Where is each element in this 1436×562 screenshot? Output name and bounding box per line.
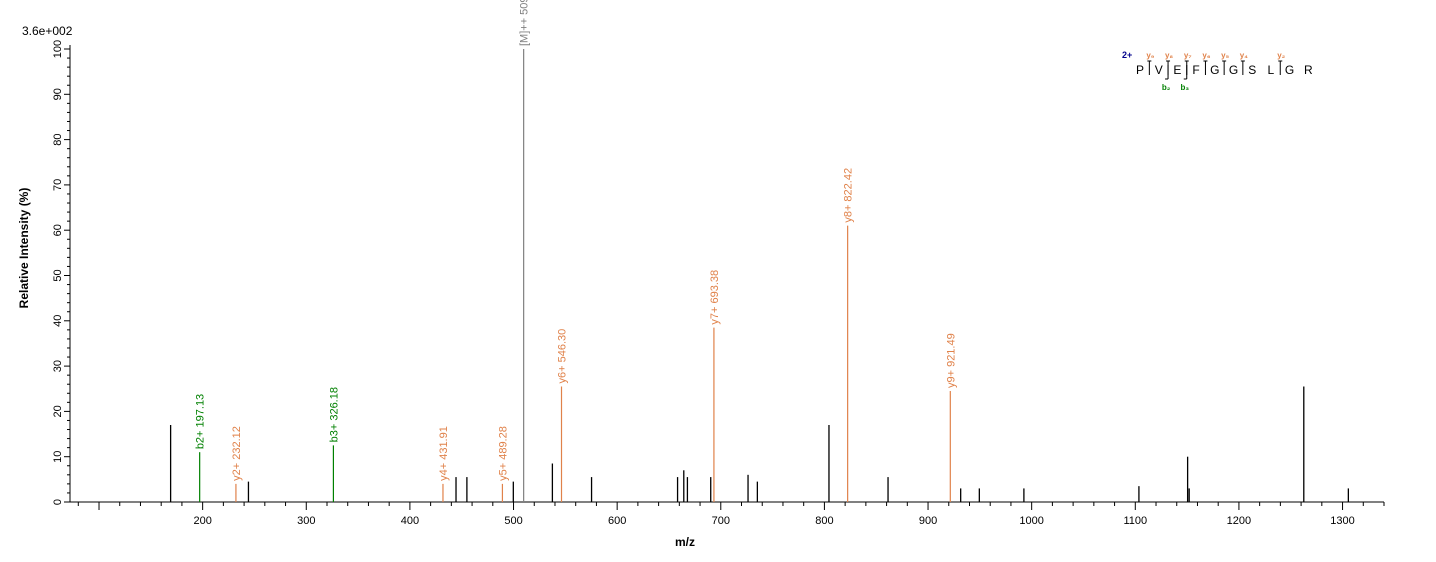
peak-label: b2+ 197.13 <box>195 394 207 449</box>
y-fragment-label: y₅ <box>1221 51 1229 60</box>
y-tick-label: 80 <box>52 133 64 145</box>
y-tick-label: 60 <box>52 224 64 236</box>
intensity-scale-label: 3.6e+002 <box>22 24 73 38</box>
peak-label: y2+ 232.12 <box>231 426 243 481</box>
peak-label: [M]++ 509.77 <box>519 0 531 46</box>
y-cleavage-mark <box>1278 60 1283 75</box>
residue-letter: R <box>1304 63 1313 77</box>
y-fragment-label: y₆ <box>1202 51 1210 60</box>
y-tick-label: 40 <box>52 315 64 327</box>
y-fragment-label: y₄ <box>1240 51 1248 60</box>
charge-state-label: 2+ <box>1122 50 1132 60</box>
x-tick-label: 400 <box>401 515 419 527</box>
b-fragment-label: b₃ <box>1180 83 1189 92</box>
y-cleavage-mark <box>1240 60 1245 75</box>
residue-letter: G <box>1229 63 1238 77</box>
y-tick-label: 20 <box>52 405 64 417</box>
y-cleavage-mark <box>1203 60 1208 75</box>
y-cleavage-mark <box>1222 60 1227 75</box>
residue-letter: G <box>1210 63 1219 77</box>
b-cleavage-mark <box>1165 65 1169 80</box>
residue-letter: P <box>1136 63 1144 77</box>
x-tick-label: 1000 <box>1019 515 1043 527</box>
residue-letter: S <box>1248 63 1256 77</box>
peaks <box>169 49 1350 502</box>
x-tick-label: 1200 <box>1227 515 1251 527</box>
x-tick-label: 800 <box>815 515 833 527</box>
y-cleavage-mark <box>1147 60 1152 75</box>
peak-label: y4+ 431.91 <box>438 426 450 481</box>
y-tick-label: 100 <box>52 40 64 58</box>
peak-label: b3+ 326.18 <box>328 387 340 442</box>
residue-letter: E <box>1173 63 1181 77</box>
y-axis-title: Relative Intensity (%) <box>17 188 31 309</box>
x-tick-label: 700 <box>712 515 730 527</box>
peak-labels: b2+ 197.13 y2+ 232.12 b3+ 326.18 y4+ 431.91… <box>195 0 958 481</box>
x-tick-label: 300 <box>297 515 315 527</box>
peak-label: y6+ 546.30 <box>557 329 569 384</box>
y-tick-label: 10 <box>52 451 64 463</box>
peak-label: y5+ 489.28 <box>497 426 509 481</box>
residue-letter: L <box>1268 63 1275 77</box>
y-fragment-label: y₂ <box>1277 51 1285 60</box>
x-tick-label: 600 <box>608 515 626 527</box>
y-tick-label: 30 <box>52 360 64 372</box>
y-fragment-label: y₇ <box>1184 51 1192 60</box>
residue-letter: V <box>1155 63 1163 77</box>
y-tick-label: 50 <box>52 269 64 281</box>
residue-letter: F <box>1192 63 1199 77</box>
axes: 0 10 20 30 40 50 60 70 80 90 100 200 300 400 500 600 700… <box>52 40 1385 527</box>
peak-label: y9+ 921.49 <box>945 333 957 388</box>
y-fragment-label: y₈ <box>1165 51 1173 60</box>
x-tick-label: 500 <box>504 515 522 527</box>
y-tick-label: 0 <box>52 499 64 505</box>
y-fragment-label: y₉ <box>1146 51 1154 60</box>
peak-label: y8+ 822.42 <box>843 168 855 223</box>
x-tick-label: 900 <box>919 515 937 527</box>
peak-label: y7+ 693.38 <box>709 270 721 325</box>
x-tick-label: 1300 <box>1330 515 1354 527</box>
y-tick-label: 70 <box>52 179 64 191</box>
x-tick-label: 1100 <box>1123 515 1147 527</box>
b-cleavage-mark <box>1183 65 1188 80</box>
b-fragment-label: b₂ <box>1162 83 1171 92</box>
residue-letter: G <box>1285 63 1294 77</box>
y-tick-label: 90 <box>52 88 64 100</box>
x-tick-label: 200 <box>193 515 211 527</box>
x-axis-title: m/z <box>675 535 695 549</box>
